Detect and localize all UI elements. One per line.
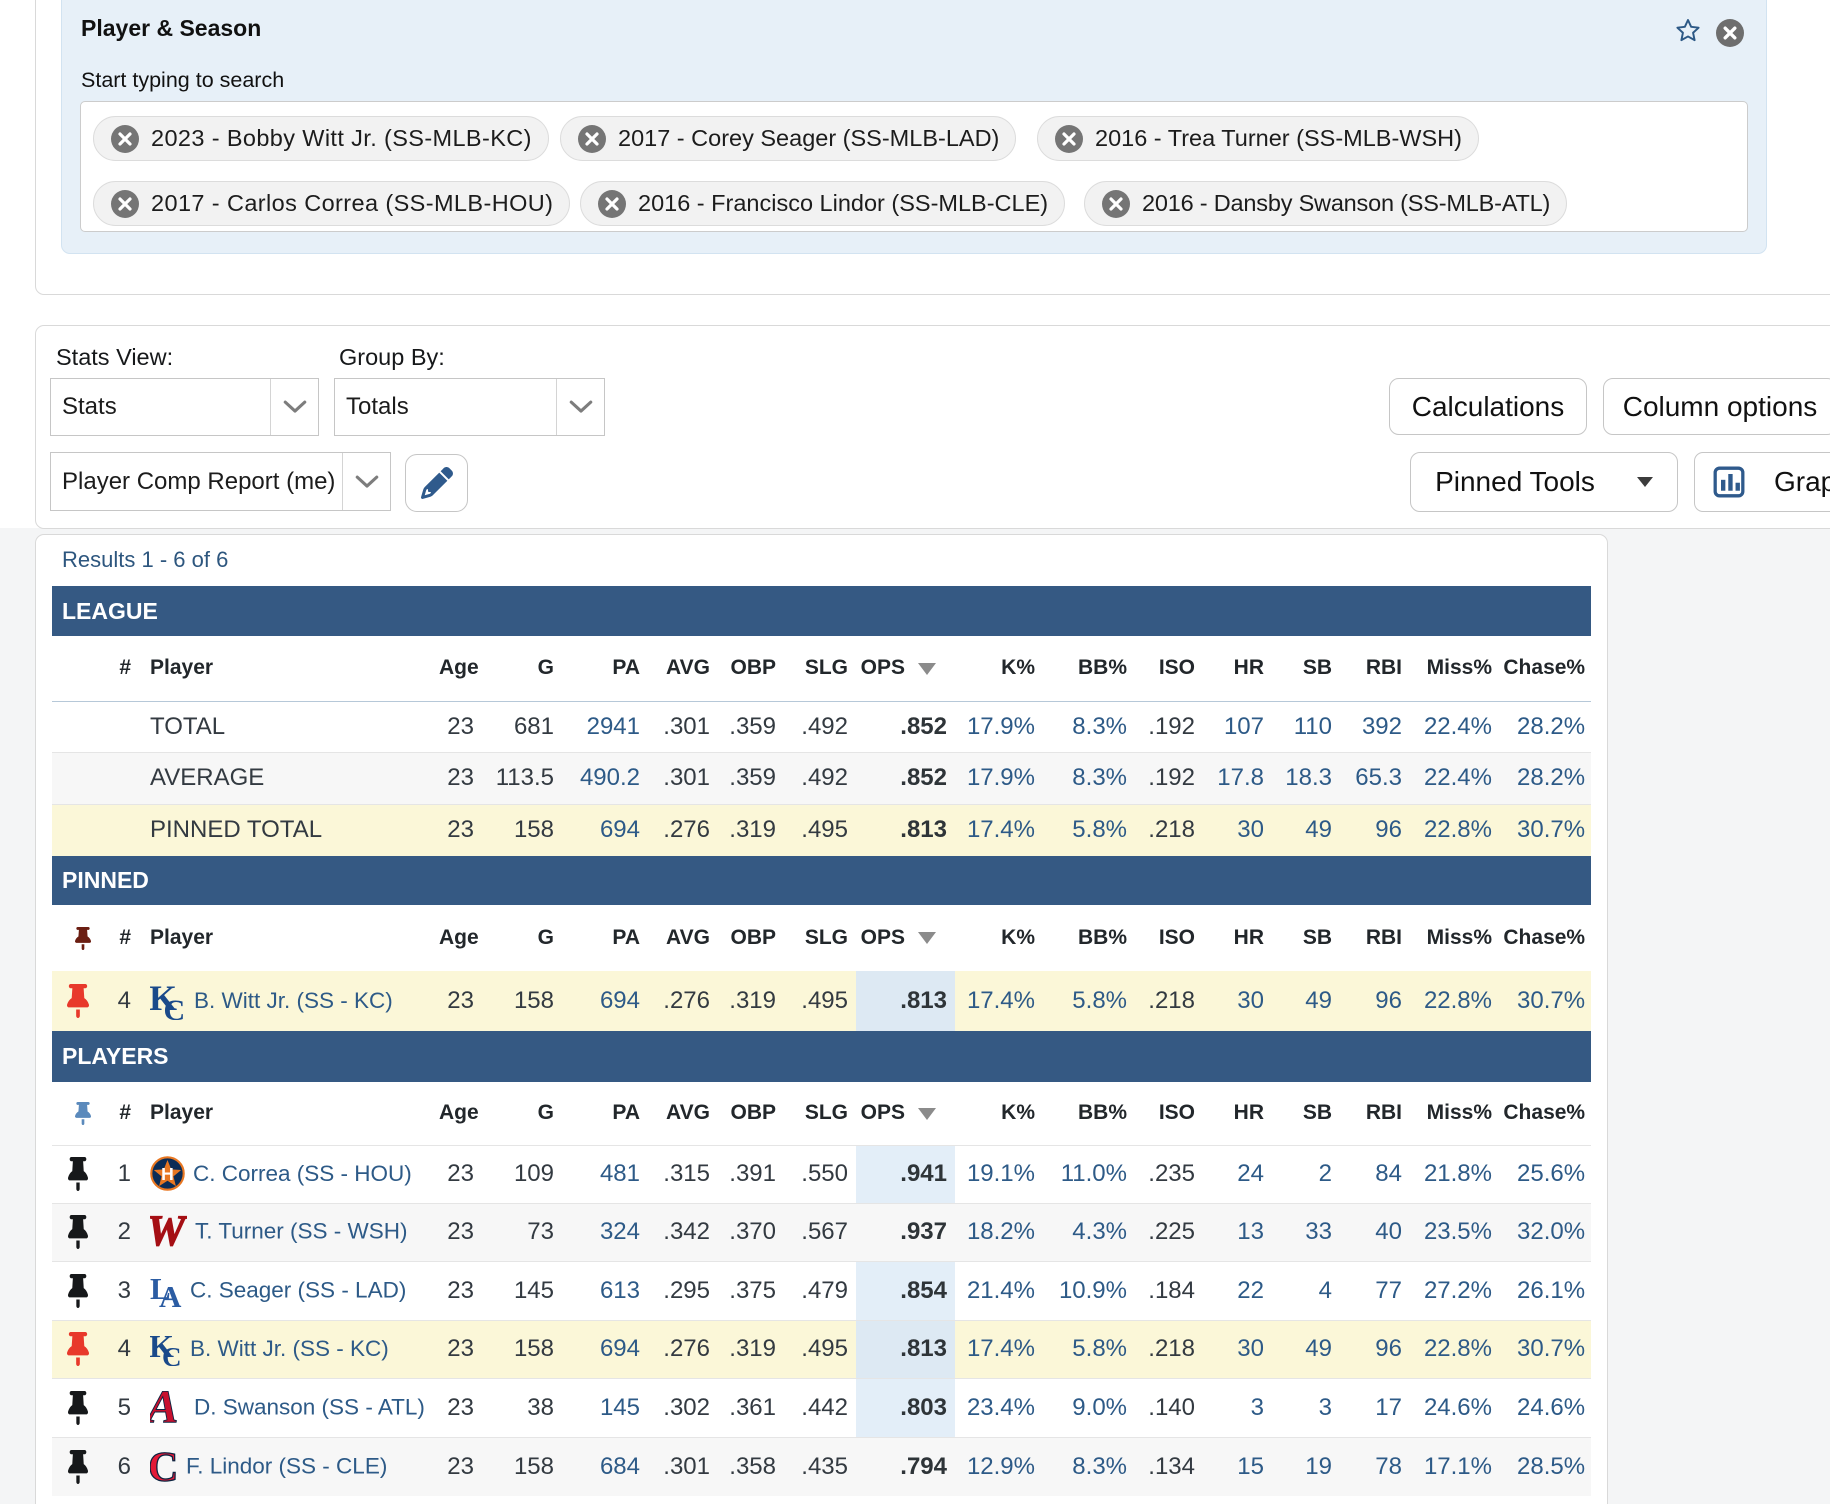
- svg-text:K: K: [150, 1333, 174, 1364]
- svg-text:C: C: [162, 1342, 182, 1366]
- svg-text:C: C: [164, 994, 186, 1020]
- svg-text:L: L: [150, 1274, 171, 1306]
- svg-text:A: A: [159, 1279, 182, 1308]
- svg-text:H: H: [161, 1164, 174, 1184]
- svg-text:K: K: [150, 983, 177, 1018]
- svg-text:A: A: [150, 1391, 178, 1425]
- svg-text:W: W: [150, 1215, 187, 1249]
- svg-text:C: C: [150, 1450, 178, 1484]
